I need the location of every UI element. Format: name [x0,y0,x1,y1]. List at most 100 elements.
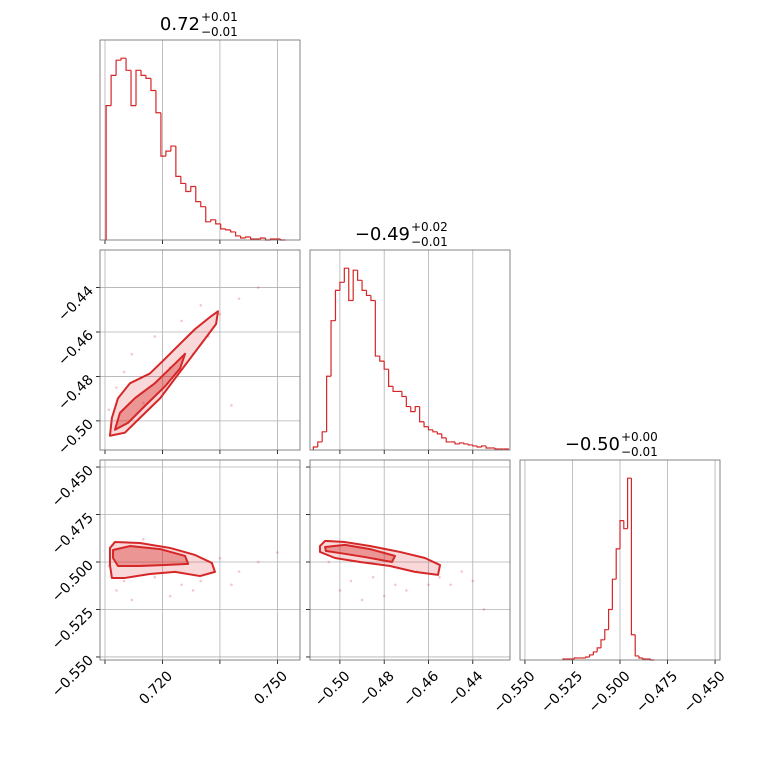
x-tick-label: 0.720 [136,668,176,708]
sample-point [218,312,222,316]
hist-step [180,176,186,185]
axes-frame [99,39,301,241]
y-tick-label: −0.50 [55,416,97,458]
hist-step [405,396,411,408]
sample-point [349,579,353,583]
hist-step [604,629,609,640]
hist-step [352,269,358,301]
hist-step [642,657,647,660]
hist-step [357,270,363,281]
hist-step [170,145,176,152]
hist-step [585,656,590,658]
sample-point [460,570,464,573]
sample-point [471,579,475,583]
hist-step [230,229,236,233]
hist-step [240,235,246,239]
title: 0.72 [160,14,200,35]
y-tick-label: −0.475 [49,510,97,558]
hist-step [365,290,371,297]
sample-point [218,556,222,560]
axes-frame [99,459,301,661]
axes-frame [99,249,301,451]
contour [318,539,442,576]
sample-point [180,319,183,323]
hist-step [200,201,206,208]
sample-point [130,598,134,602]
hist-step [361,280,367,292]
hist-step [330,320,336,377]
hist-step [467,443,473,446]
hist-step [190,185,196,192]
title-upper: +0.00 [621,430,658,444]
title-lower: −0.01 [621,445,658,459]
hist-step [592,651,598,655]
x-tick-label: −0.44 [445,668,487,710]
hist-step [326,375,332,432]
hist-step [619,520,624,549]
sample-point [199,304,203,307]
sample-point [230,404,233,407]
hist-step [607,608,613,630]
hist-step [195,186,201,203]
sample-point [107,408,111,412]
sample-point [115,386,118,389]
hist-step [392,386,398,393]
hist-step [249,236,256,240]
hist-step [472,444,478,447]
hist-step [334,289,340,321]
hist-step [588,654,594,657]
hist-step [427,426,433,431]
sample-point [256,560,260,564]
hist-step [374,300,380,357]
hist-step [165,150,171,157]
sample-point [122,370,126,374]
sample-point [237,570,241,573]
hist-step [414,405,420,412]
x-tick-label: 0.750 [251,668,291,708]
hist-step [370,295,376,302]
hist-step [130,70,137,107]
hist-step [115,59,122,76]
sample-point [427,583,430,587]
hist-step [150,78,156,92]
x-tick-label: −0.525 [538,668,586,716]
sample-point [168,594,172,598]
sample-point [449,583,452,587]
title-lower: −0.01 [411,235,448,249]
hist-step [259,237,266,239]
sample-point [371,575,375,579]
hist-step [600,639,605,648]
hist-step [175,146,181,177]
hist-step [244,236,251,238]
hist-step [225,228,231,231]
hist-step [343,267,349,283]
hist-step [419,406,425,423]
sample-point [393,583,397,587]
hist-step [205,206,211,223]
axes-frame [519,459,721,661]
hist-step [312,446,318,450]
hist-step [623,520,628,530]
hist-step [120,57,127,61]
hist-step [436,431,442,435]
hist-step [573,657,579,659]
x-tick-label: −0.46 [400,668,442,710]
x-tick-label: −0.50 [312,668,354,710]
hist-step [485,445,491,449]
hist-step [441,433,447,439]
hist-step [627,477,632,529]
title-upper: +0.01 [201,10,238,24]
y-tick-label: −0.44 [55,283,97,325]
title: −0.49 [355,224,410,245]
hist-step [145,75,151,79]
sample-point [256,286,260,289]
sample-point [360,598,364,602]
sample-point [338,589,342,592]
x-tick-label: −0.450 [681,668,729,716]
contour [112,545,190,567]
y-tick-label: −0.500 [49,558,97,606]
y-tick-label: −0.450 [49,463,97,511]
sample-point [438,575,441,579]
sample-point [405,589,408,592]
